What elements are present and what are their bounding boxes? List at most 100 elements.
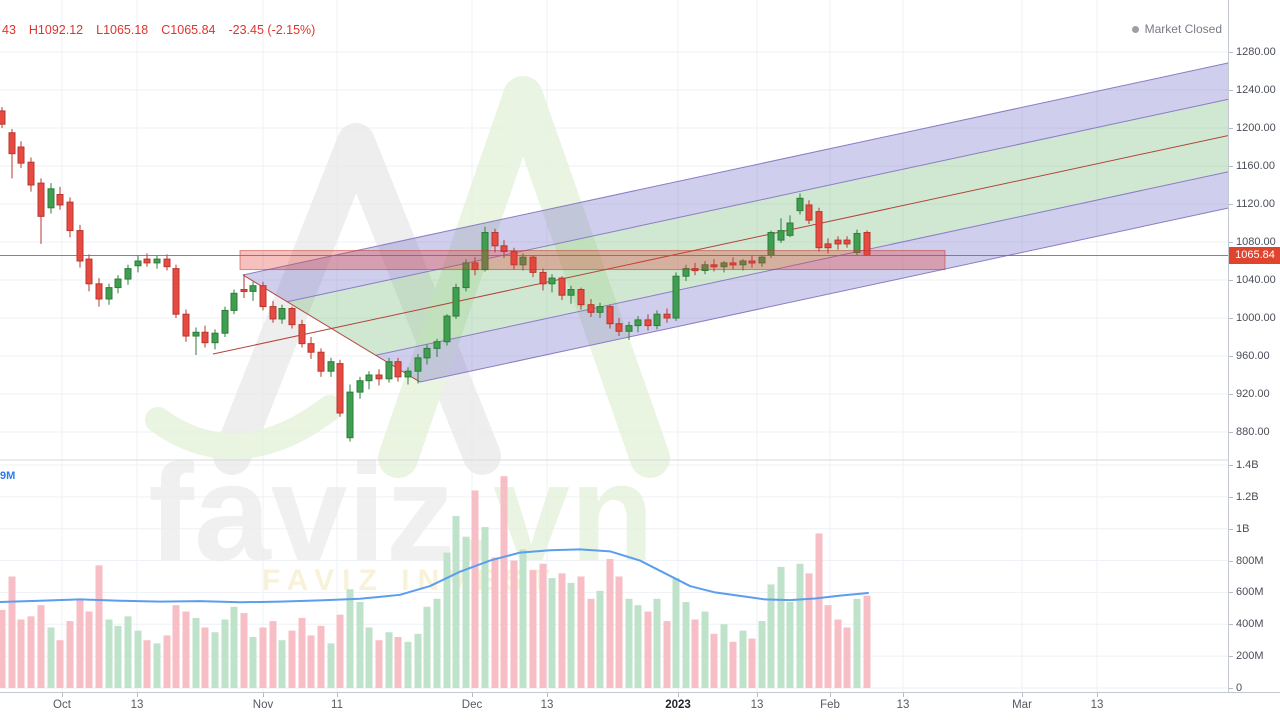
candle[interactable] [587, 299, 595, 318]
volume-bar[interactable] [682, 601, 690, 688]
candle[interactable] [182, 309, 190, 342]
volume-bar[interactable] [356, 601, 364, 688]
volume-bar[interactable] [201, 627, 209, 688]
candle[interactable] [124, 264, 132, 285]
candle[interactable] [615, 318, 623, 337]
volume-bar[interactable] [558, 573, 566, 688]
volume-bar[interactable] [0, 609, 6, 688]
volume-bar[interactable] [653, 598, 661, 688]
candle[interactable] [76, 224, 84, 268]
volume-bar[interactable] [625, 598, 633, 688]
volume-bar[interactable] [37, 605, 45, 688]
pitchfork-drawing[interactable] [212, 62, 1228, 383]
volume-bar[interactable] [56, 640, 64, 688]
pitchfork-upper-band[interactable] [243, 63, 1228, 302]
candle[interactable] [720, 261, 728, 273]
candle[interactable] [317, 348, 325, 377]
volume-bar[interactable] [720, 624, 728, 688]
volume-bar[interactable] [153, 643, 161, 688]
volume-bar[interactable] [491, 557, 499, 688]
volume-bar[interactable] [182, 611, 190, 688]
volume-bar[interactable] [843, 627, 851, 688]
volume-bar[interactable] [634, 605, 642, 688]
volume-bar[interactable] [17, 619, 25, 688]
candle[interactable] [843, 236, 851, 248]
candle[interactable] [653, 310, 661, 330]
candle[interactable] [834, 236, 842, 250]
volume-bar[interactable] [529, 570, 537, 688]
volume-bar[interactable] [404, 641, 412, 688]
candle[interactable] [385, 357, 393, 383]
candle[interactable] [211, 329, 219, 350]
volume-bar[interactable] [317, 625, 325, 688]
candle[interactable] [163, 254, 171, 271]
candle[interactable] [172, 264, 180, 318]
pitchfork-median-line[interactable] [212, 135, 1228, 355]
candle[interactable] [433, 338, 441, 357]
candle[interactable] [240, 274, 248, 299]
candle[interactable] [27, 157, 35, 192]
time-axis[interactable]: Oct 13 Nov 11 Dec 13 2023 13 Feb 13 Mar 13 [0, 692, 1280, 720]
candle[interactable] [748, 255, 756, 268]
volume-bar[interactable] [134, 630, 142, 688]
candle[interactable] [558, 276, 566, 300]
volume-bar[interactable] [269, 621, 277, 688]
volume-bar[interactable] [739, 630, 747, 688]
volume-bar[interactable] [691, 619, 699, 688]
volume-bar[interactable] [230, 606, 238, 688]
volume-bar[interactable] [95, 565, 103, 688]
volume-bar[interactable] [777, 566, 785, 688]
candle[interactable] [269, 300, 277, 323]
pitchfork-upper-quartile[interactable] [287, 98, 1228, 303]
pitchfork-bottom-tine[interactable] [419, 207, 1228, 383]
candle[interactable] [596, 302, 604, 318]
candle[interactable] [327, 357, 335, 377]
volume-bar[interactable] [85, 611, 93, 688]
candle[interactable] [644, 314, 652, 331]
volume-bar[interactable] [66, 621, 74, 688]
volume-bar[interactable] [288, 630, 296, 688]
volume-bar[interactable] [433, 598, 441, 688]
candle[interactable] [37, 178, 45, 244]
candle[interactable] [539, 268, 547, 291]
volume-bar[interactable] [249, 637, 257, 688]
candle[interactable] [491, 228, 499, 253]
volume-bar[interactable] [163, 635, 171, 688]
candle[interactable] [682, 264, 690, 281]
candle[interactable] [221, 306, 229, 337]
candle[interactable] [17, 141, 25, 168]
volume-bar[interactable] [758, 621, 766, 688]
candle[interactable] [307, 337, 315, 359]
volume-bar[interactable] [644, 611, 652, 688]
volume-bar[interactable] [663, 621, 671, 688]
candle[interactable] [66, 197, 74, 238]
price-axis[interactable]: 1280.00 1240.00 1200.00 1160.00 1120.00 1080.… [1228, 0, 1280, 720]
volume-bar[interactable] [221, 619, 229, 688]
volume-bar[interactable] [596, 590, 604, 688]
pitchfork-top-tine[interactable] [242, 62, 1228, 276]
candle[interactable] [805, 200, 813, 224]
volume-bar[interactable] [76, 598, 84, 688]
volume-bar[interactable] [481, 527, 489, 688]
volume-bar[interactable] [519, 549, 527, 688]
candle[interactable] [634, 316, 642, 333]
volume-bar[interactable] [729, 641, 737, 688]
volume-bar[interactable] [500, 476, 508, 688]
volume-bar[interactable] [539, 563, 547, 688]
volume-bar[interactable] [796, 563, 804, 688]
volume-bar[interactable] [748, 638, 756, 688]
candle[interactable] [815, 207, 823, 252]
candle[interactable] [298, 319, 306, 348]
volume-bar[interactable] [615, 576, 623, 688]
candle[interactable] [201, 325, 209, 348]
volume-bar[interactable] [824, 605, 832, 688]
candle[interactable] [249, 281, 257, 301]
volume-bar[interactable] [815, 533, 823, 688]
volume-bar[interactable] [577, 576, 585, 688]
candle[interactable] [729, 257, 737, 270]
candle[interactable] [625, 321, 633, 340]
candle[interactable] [777, 218, 785, 243]
candle[interactable] [0, 107, 6, 128]
volume-bar[interactable] [192, 617, 200, 688]
volume-bar[interactable] [767, 584, 775, 688]
